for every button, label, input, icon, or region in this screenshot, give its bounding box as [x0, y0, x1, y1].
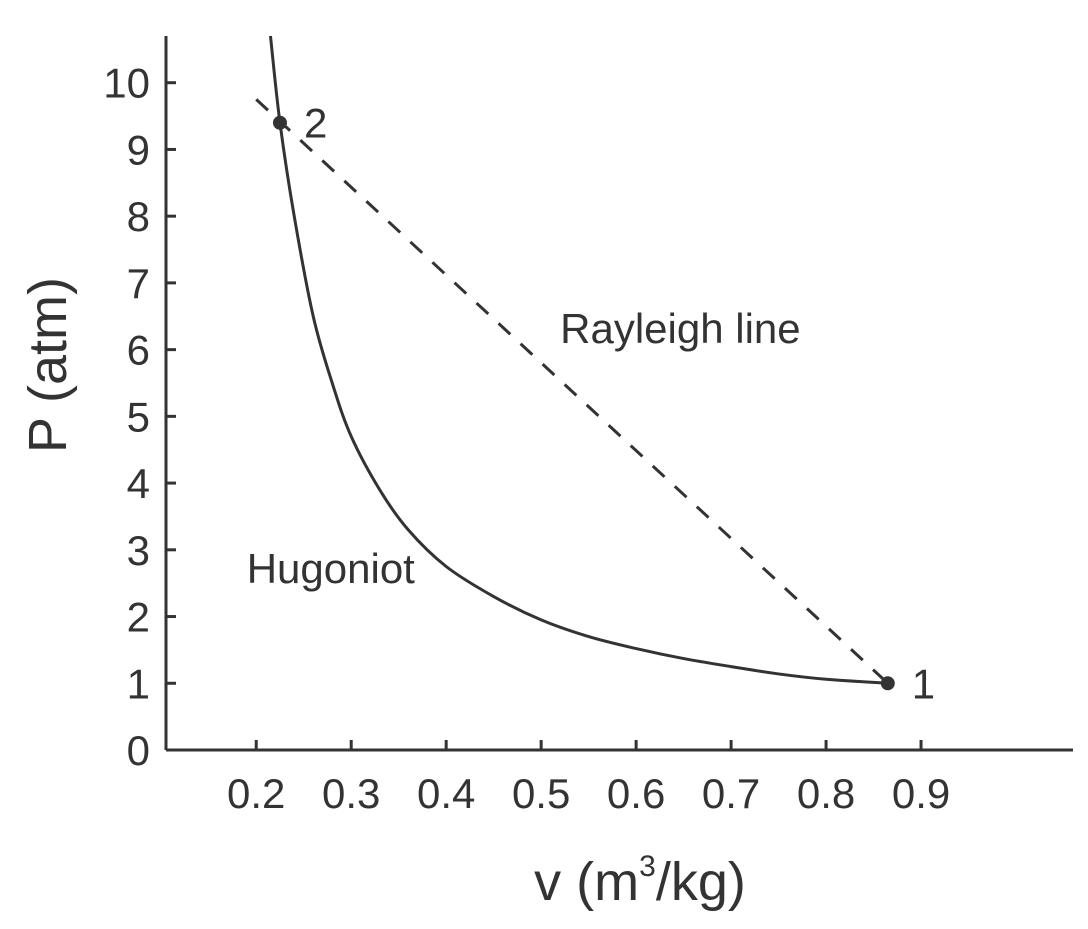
annotation-hugoniot: Hugoniot [247, 545, 415, 592]
state-point-2 [272, 115, 287, 130]
series-hugoniot-line [268, 35, 888, 685]
y-tick-label: 6 [127, 327, 150, 374]
x-axis-title-superscript: 3 [639, 850, 656, 883]
y-tick-label: 3 [127, 527, 150, 574]
y-ticks: 0 1 2 3 4 5 6 7 8 9 10 [103, 60, 176, 774]
x-tick-label: 0.4 [417, 770, 475, 817]
y-tick-label: 4 [127, 460, 150, 507]
y-tick-label: 9 [127, 126, 150, 173]
annotation-rayleigh-line: Rayleigh line [560, 305, 800, 352]
x-axis-title-prefix: v (m [534, 852, 639, 912]
x-tick-label: 0.8 [797, 770, 855, 817]
y-tick-label: 10 [103, 60, 150, 107]
x-tick-label: 0.9 [892, 770, 950, 817]
y-tick-label: 2 [127, 594, 150, 641]
annotations-layer: Rayleigh line Hugoniot [247, 305, 801, 592]
y-tick-label: 5 [127, 393, 150, 440]
x-tick-label: 0.7 [702, 770, 760, 817]
points-layer: 12 [272, 100, 935, 707]
x-axis-title-suffix: /kg) [656, 852, 746, 912]
x-tick-label: 0.3 [322, 770, 380, 817]
x-ticks: 0.2 0.3 0.4 0.5 0.6 0.7 0.8 0.9 [227, 740, 950, 817]
y-tick-label: 1 [127, 660, 150, 707]
y-tick-label: 7 [127, 260, 150, 307]
x-tick-label: 0.6 [607, 770, 665, 817]
y-tick-label: 0 [127, 727, 150, 774]
state-point-label-1: 1 [912, 660, 935, 707]
y-tick-label: 8 [127, 193, 150, 240]
series-layer [255, 35, 889, 685]
series-rayleigh-line-line [255, 98, 889, 685]
x-axis-title: v (m3/kg) [534, 850, 746, 912]
state-point-1 [880, 676, 895, 691]
state-point-label-2: 2 [304, 100, 327, 147]
x-tick-label: 0.5 [512, 770, 570, 817]
x-tick-label: 0.2 [227, 770, 285, 817]
y-axis-title: P (atm) [18, 277, 78, 453]
